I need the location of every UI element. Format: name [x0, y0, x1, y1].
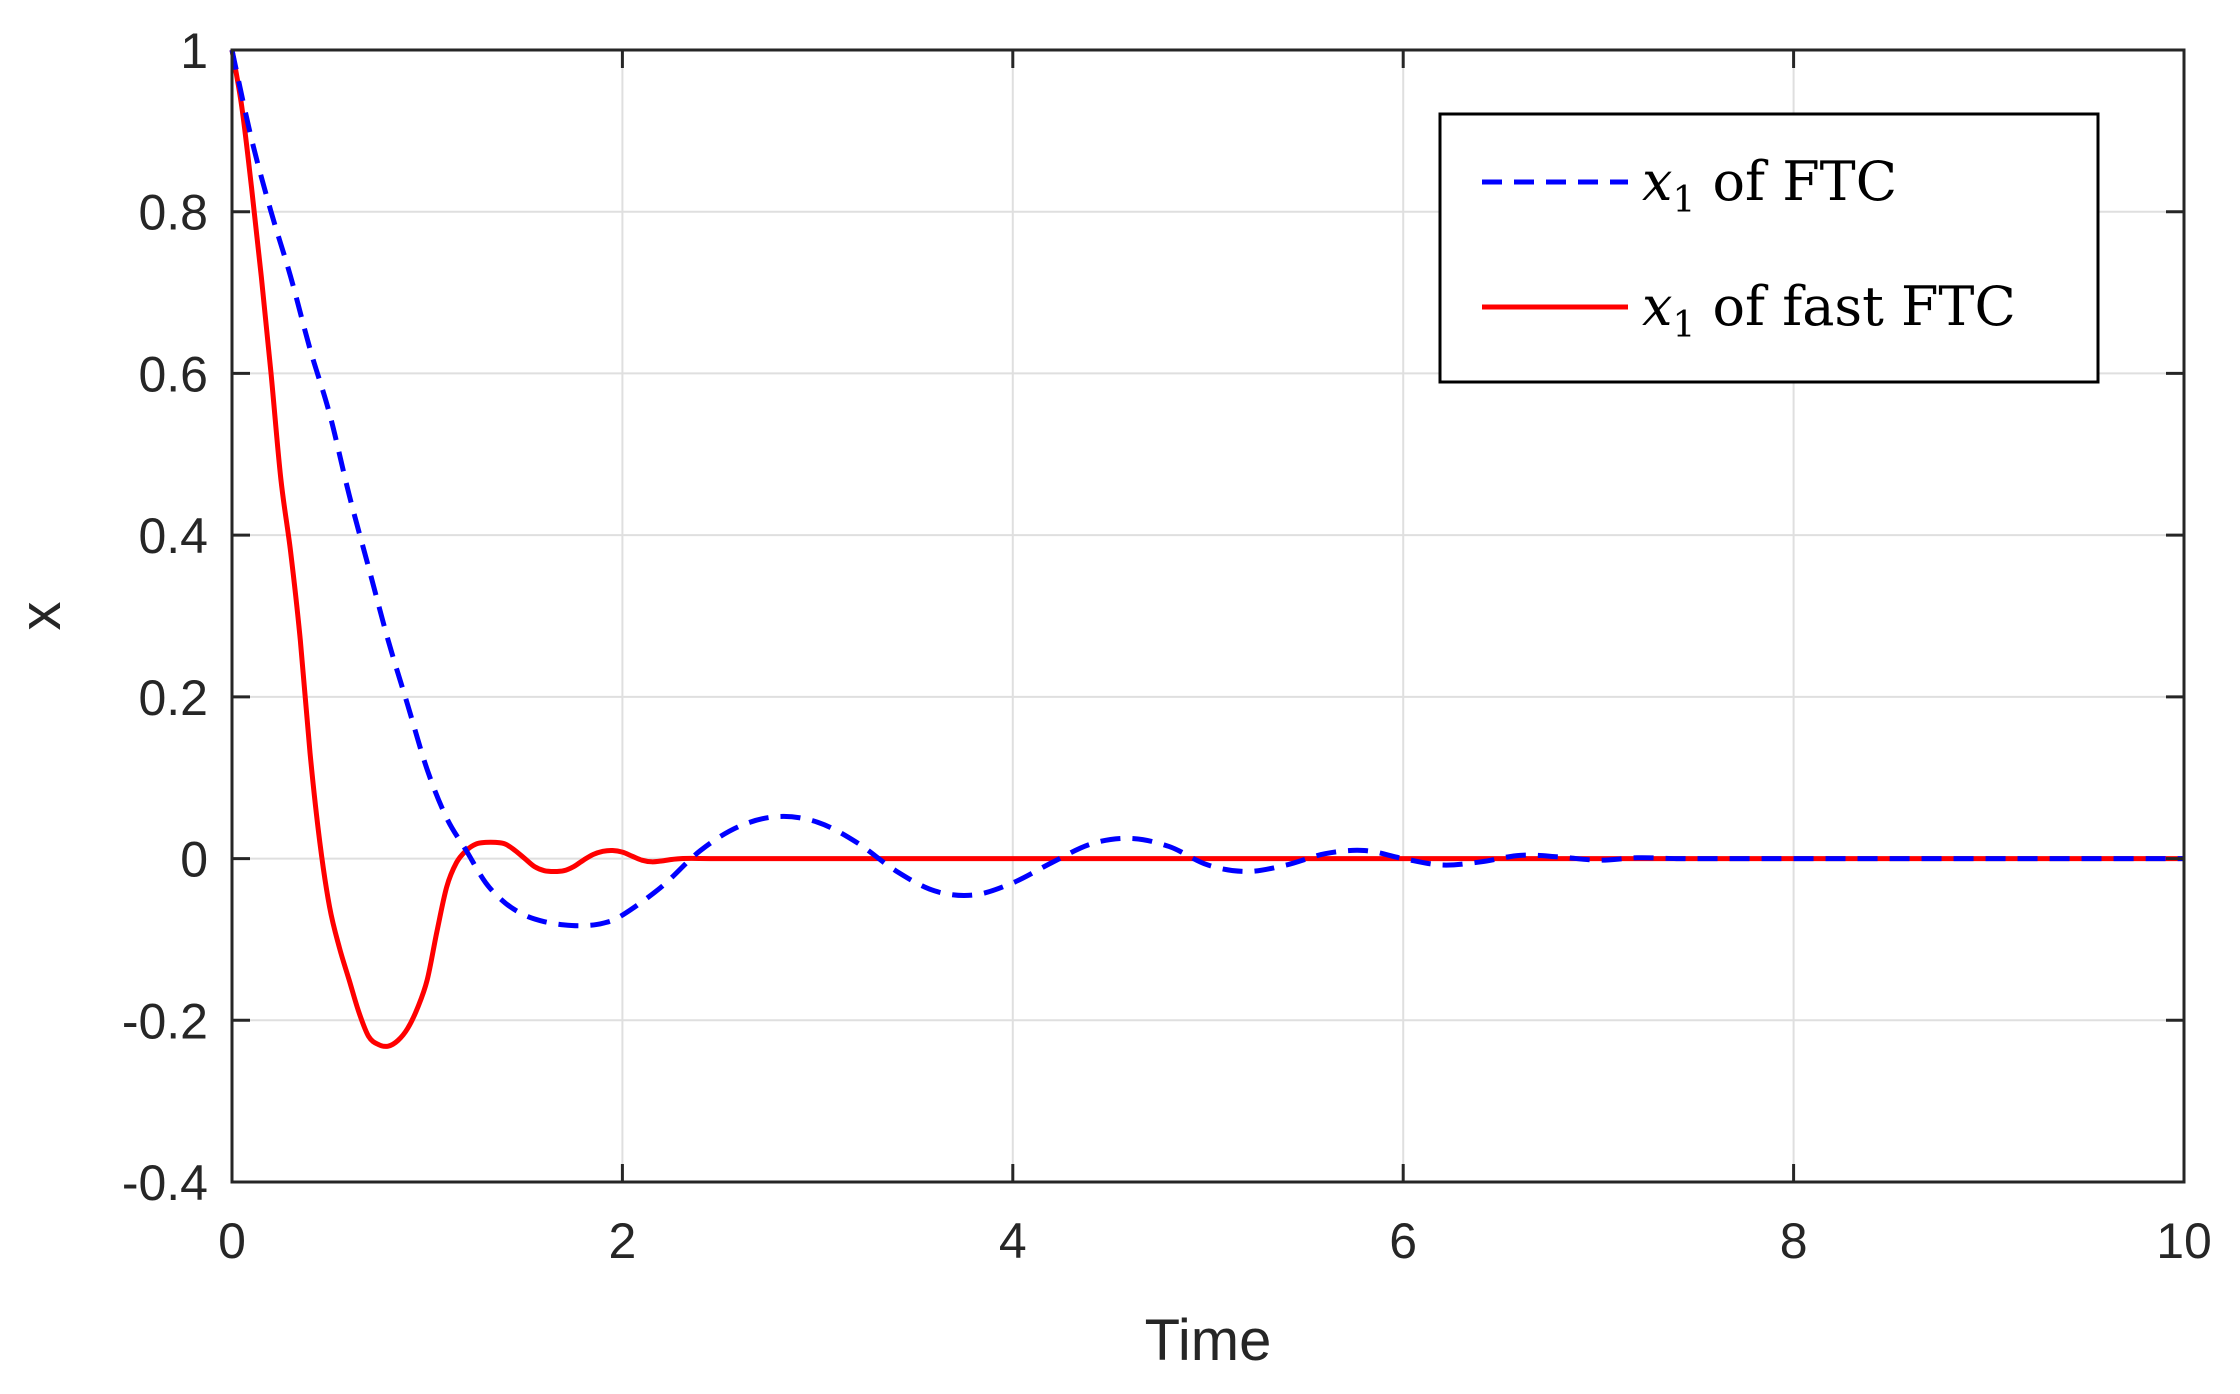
- x-tick-label: 8: [1780, 1213, 1808, 1269]
- x-tick-label: 0: [218, 1213, 246, 1269]
- y-tick-label: 1: [180, 23, 208, 79]
- series-line-ftc: [229, 49, 2184, 929]
- y-tick-label: 0.4: [138, 508, 208, 564]
- x-tick-label: 10: [2156, 1213, 2212, 1269]
- legend-label-ftc: x1 of FTC: [1642, 150, 1897, 221]
- y-tick-label: 0.6: [138, 346, 208, 402]
- series-layer: [229, 49, 2184, 1049]
- x-tick-label: 4: [999, 1213, 1027, 1269]
- tick-marks: [230, 48, 2186, 1184]
- legend-box: [1438, 112, 2100, 384]
- y-tick-label: 0: [180, 832, 208, 888]
- y-axis-title: x: [8, 602, 73, 631]
- legend-label-fast-ftc: x1 of fast FTC: [1642, 275, 2016, 346]
- legend: x1 of FTC x1 of fast FTC: [1438, 112, 2100, 384]
- series-line-fast-ftc: [229, 49, 2184, 1049]
- y-tick-label: -0.4: [122, 1155, 208, 1211]
- y-tick-label: 0.2: [138, 670, 208, 726]
- x-tick-label: 6: [1389, 1213, 1417, 1269]
- plot-area-border: [230, 48, 2186, 1184]
- x-tick-label: 2: [608, 1213, 636, 1269]
- y-tick-label: 0.8: [138, 185, 208, 241]
- x-axis-title: Time: [1145, 1308, 1272, 1373]
- y-tick-label: -0.2: [122, 993, 208, 1049]
- tick-labels: 0 2 4 6 8 10 -0.4 -0.2 0 0.2 0.4 0.6 0.8 1: [122, 23, 2212, 1269]
